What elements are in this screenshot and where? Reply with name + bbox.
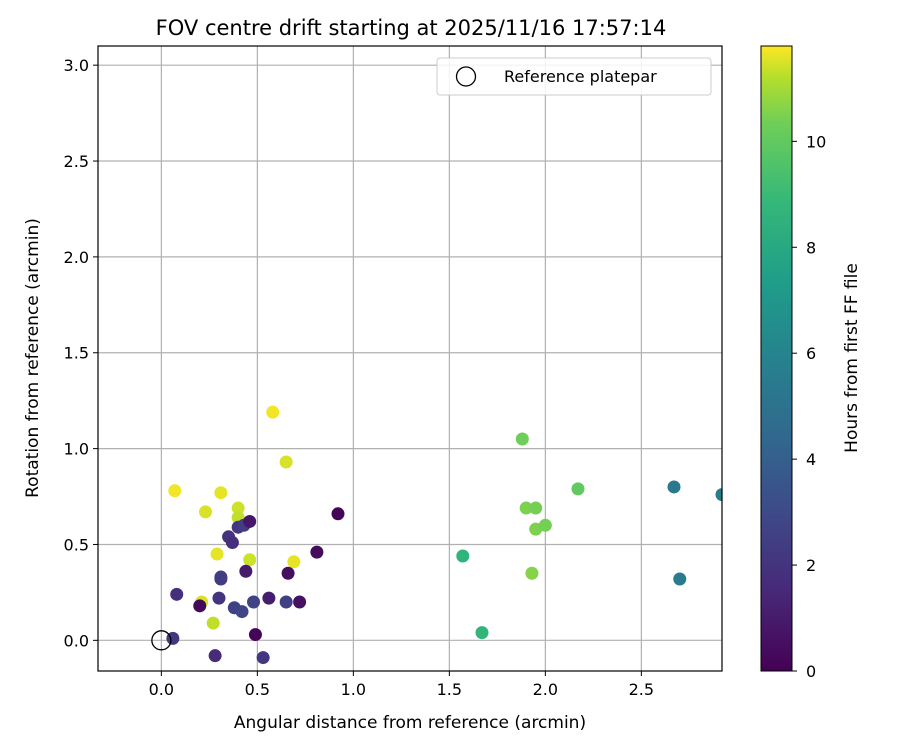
colorbar-label: Hours from first FF file xyxy=(842,263,862,453)
data-point xyxy=(673,572,687,586)
y-tick-label: 0.0 xyxy=(64,631,89,650)
data-point xyxy=(281,566,295,580)
reference-marker xyxy=(151,630,172,651)
data-point xyxy=(529,501,543,515)
colorbar-tick-label: 4 xyxy=(806,450,816,469)
data-point xyxy=(475,626,489,640)
data-point xyxy=(235,605,249,619)
data-point xyxy=(170,587,184,601)
legend-box xyxy=(436,57,712,96)
legend-label: Reference platepar xyxy=(504,67,657,86)
data-point xyxy=(208,649,222,663)
colorbar-tick-label: 6 xyxy=(806,344,816,363)
data-point xyxy=(331,507,345,521)
data-point xyxy=(231,501,245,515)
x-tick-label: 1.5 xyxy=(437,680,462,699)
data-point xyxy=(243,553,257,567)
data-point xyxy=(571,482,585,496)
y-axis-label: Rotation from reference (arcmin) xyxy=(23,218,43,498)
data-point xyxy=(210,547,224,561)
data-point xyxy=(212,591,226,605)
plot-frame xyxy=(97,45,723,672)
data-point xyxy=(239,564,253,578)
y-tick-label: 2.5 xyxy=(64,152,89,171)
y-tick-label: 0.5 xyxy=(64,535,89,554)
data-point xyxy=(243,514,257,528)
data-point xyxy=(715,488,722,502)
data-point xyxy=(310,545,324,559)
x-tick-label: 1.0 xyxy=(341,680,366,699)
data-point xyxy=(256,651,270,665)
x-axis-ticks: 0.0 0.5 1.0 1.5 2.0 2.5 xyxy=(149,671,654,699)
data-point xyxy=(199,505,213,519)
data-point xyxy=(214,572,228,586)
colorbar xyxy=(760,45,793,672)
colorbar-tick-label: 0 xyxy=(806,662,816,681)
colorbar-tick-label: 8 xyxy=(806,238,816,257)
data-points xyxy=(166,405,722,665)
chart-title: FOV centre drift starting at 2025/11/16 … xyxy=(156,16,667,40)
data-point xyxy=(519,501,533,515)
x-tick-label: 0.5 xyxy=(245,680,270,699)
data-point xyxy=(279,455,293,469)
colorbar-tick-label: 2 xyxy=(806,556,816,575)
data-point xyxy=(214,486,228,500)
colorbar-ticks: 0 2 4 6 8 10 xyxy=(792,132,826,681)
data-point xyxy=(225,536,239,550)
data-point xyxy=(168,484,182,498)
y-tick-label: 3.0 xyxy=(64,56,89,75)
legend-marker xyxy=(455,66,477,87)
data-point xyxy=(293,595,307,609)
colorbar-tick-label: 10 xyxy=(806,132,826,151)
y-tick-label: 1.5 xyxy=(64,344,89,363)
data-point xyxy=(206,616,220,630)
data-point xyxy=(538,518,552,532)
y-tick-label: 1.0 xyxy=(64,440,89,459)
y-axis-ticks: 0.0 0.5 1.0 1.5 2.0 2.5 3.0 xyxy=(64,56,98,650)
data-point xyxy=(456,549,470,563)
data-point xyxy=(247,595,261,609)
data-point xyxy=(667,480,681,494)
x-tick-label: 2.0 xyxy=(533,680,558,699)
x-tick-label: 2.5 xyxy=(629,680,654,699)
data-point xyxy=(248,628,262,642)
data-point xyxy=(525,566,539,580)
reference-platepar-point xyxy=(151,630,172,651)
x-tick-label: 0.0 xyxy=(149,680,174,699)
data-point xyxy=(266,405,280,419)
data-point xyxy=(262,591,276,605)
data-point xyxy=(287,555,301,569)
legend: Reference platepar xyxy=(436,57,712,96)
data-point xyxy=(279,595,293,609)
data-point xyxy=(515,432,529,446)
data-point xyxy=(193,599,207,613)
y-tick-label: 2.0 xyxy=(64,248,89,267)
x-axis-label: Angular distance from reference (arcmin) xyxy=(234,713,586,733)
plot-area xyxy=(98,46,722,671)
